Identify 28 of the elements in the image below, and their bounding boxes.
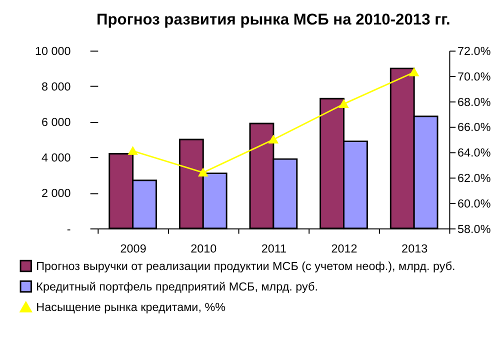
y-tick-label: - <box>66 222 71 236</box>
point <box>198 168 208 177</box>
y-tick-label: 8 000 <box>42 80 72 94</box>
y-tick-label: 10 000 <box>35 45 72 58</box>
legend-label: Прогноз выручки от реализации продуктии МСБ (с учетом неоф.), млрд. руб. <box>36 260 456 273</box>
y2-tick-label: 70.0% <box>458 70 491 84</box>
chart-title: Прогноз развития рынка МСБ на 2010-2013 гг. <box>96 11 450 28</box>
point <box>128 146 138 155</box>
y2-tick-label: 64.0% <box>458 146 491 160</box>
point <box>339 100 348 108</box>
y-tick-label: 6 000 <box>42 116 72 130</box>
x-tick-label: 2012 <box>331 242 358 256</box>
y2-tick-label: 60.0% <box>458 197 491 210</box>
legend-label: Насыщение рынка кредитами, %% <box>36 300 226 314</box>
x-tick-label: 2010 <box>190 242 218 256</box>
y2-tick-label: 66.0% <box>458 121 491 134</box>
x-tick-label: 2013 <box>402 242 428 256</box>
y-tick-label: 2 000 <box>42 187 72 200</box>
y2-tick-label: 68.0% <box>458 96 491 109</box>
legend-label: Кредитный портфель предприятий МСБ, млрд. руб. <box>36 280 318 294</box>
y2-tick-label: 58.0% <box>458 222 491 236</box>
y2-tick-label: 62.0% <box>458 172 491 186</box>
point <box>410 68 419 76</box>
point <box>269 136 278 144</box>
y-tick-label: 4 000 <box>42 152 72 165</box>
x-tick-label: 2009 <box>120 242 146 256</box>
y2-tick-label: 72.0% <box>458 45 491 58</box>
x-tick-label: 2011 <box>261 242 287 256</box>
